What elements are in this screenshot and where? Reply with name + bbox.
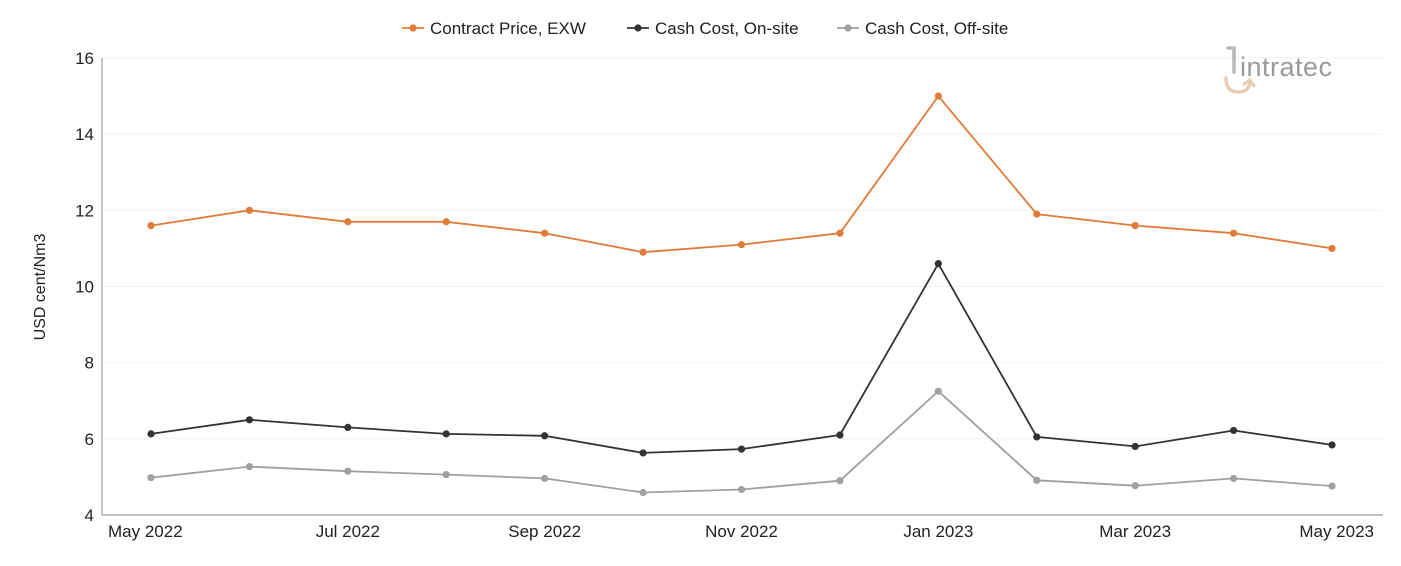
series-2: [147, 260, 1336, 457]
data-point[interactable]: [934, 92, 942, 100]
series-3: [147, 387, 1336, 497]
data-point[interactable]: [147, 430, 155, 438]
data-point[interactable]: [442, 218, 450, 226]
data-point[interactable]: [541, 229, 549, 237]
x-tick-label: May 2023: [1299, 522, 1374, 541]
y-tick-label: 16: [75, 49, 94, 68]
data-point[interactable]: [344, 467, 352, 475]
data-point[interactable]: [1033, 433, 1041, 441]
legend-item[interactable]: Cash Cost, Off-site: [837, 19, 1008, 38]
series-line: [150, 390, 1333, 494]
data-point[interactable]: [1131, 442, 1139, 451]
data-point[interactable]: [1131, 482, 1139, 490]
x-tick-label: Mar 2023: [1099, 522, 1171, 541]
legend-label: Cash Cost, On-site: [655, 19, 799, 38]
series-line: [150, 95, 1333, 254]
x-axis-ticks: May 2022 Jul 2022 Sep 2022 Nov 2022 Jan 2023…: [108, 522, 1374, 541]
y-axis-ticks: 4 6 8 10 12 14 16: [75, 49, 94, 525]
data-point[interactable]: [639, 449, 647, 457]
data-point[interactable]: [245, 463, 254, 471]
data-point[interactable]: [245, 416, 254, 424]
data-point[interactable]: [541, 432, 549, 440]
y-tick-label: 6: [85, 430, 94, 449]
data-point[interactable]: [934, 260, 942, 268]
x-tick-label: Jul 2022: [316, 522, 380, 541]
data-point[interactable]: [1328, 244, 1336, 253]
legend-label: Contract Price, EXW: [430, 19, 586, 38]
data-point[interactable]: [442, 430, 450, 438]
data-point[interactable]: [737, 241, 746, 249]
logo-mark-icon: [1224, 46, 1256, 94]
x-tick-label: Nov 2022: [705, 522, 778, 541]
legend-label: Cash Cost, Off-site: [865, 19, 1008, 38]
legend-swatch-marker: [409, 24, 417, 32]
legend-swatch-marker: [634, 24, 642, 32]
x-tick-label: Sep 2022: [508, 522, 581, 541]
legend-swatch-marker: [844, 24, 852, 32]
data-point[interactable]: [344, 423, 352, 432]
data-point[interactable]: [836, 431, 844, 439]
data-point[interactable]: [1328, 482, 1336, 490]
y-axis-title: USD cent/Nm3: [32, 234, 49, 341]
data-point[interactable]: [737, 445, 746, 453]
data-point[interactable]: [1328, 441, 1336, 449]
gridlines: [102, 57, 1383, 440]
legend[interactable]: Contract Price, EXW Cash Cost, On-site Cas…: [402, 19, 1008, 38]
data-point[interactable]: [836, 229, 844, 237]
data-point[interactable]: [541, 474, 549, 483]
data-point[interactable]: [147, 221, 155, 230]
data-point[interactable]: [245, 206, 254, 214]
y-tick-label: 8: [85, 354, 94, 373]
data-point[interactable]: [836, 477, 844, 485]
legend-item[interactable]: Contract Price, EXW: [402, 19, 586, 38]
intratec-logo: intratec: [1224, 46, 1333, 94]
legend-item[interactable]: Cash Cost, On-site: [627, 19, 799, 38]
series-group: [147, 92, 1336, 497]
data-point[interactable]: [1033, 210, 1041, 218]
series-1: [147, 92, 1336, 256]
data-point[interactable]: [1229, 229, 1238, 237]
data-point[interactable]: [1033, 476, 1041, 484]
y-tick-label: 14: [75, 125, 94, 144]
data-point[interactable]: [737, 485, 746, 494]
data-point[interactable]: [1131, 221, 1139, 230]
data-point[interactable]: [934, 387, 942, 395]
data-point[interactable]: [639, 248, 647, 256]
series-line: [150, 262, 1333, 454]
data-point[interactable]: [639, 488, 647, 497]
x-tick-label: Jan 2023: [903, 522, 973, 541]
data-point[interactable]: [442, 471, 450, 479]
data-point[interactable]: [344, 218, 352, 226]
y-tick-label: 12: [75, 201, 94, 220]
logo-text: intratec: [1240, 52, 1333, 82]
y-tick-label: 4: [85, 506, 94, 525]
y-tick-label: 10: [75, 278, 94, 297]
data-point[interactable]: [147, 474, 155, 482]
data-point[interactable]: [1229, 426, 1238, 435]
data-point[interactable]: [1229, 474, 1238, 483]
x-tick-label: May 2022: [108, 522, 183, 541]
axes: [101, 58, 1383, 516]
